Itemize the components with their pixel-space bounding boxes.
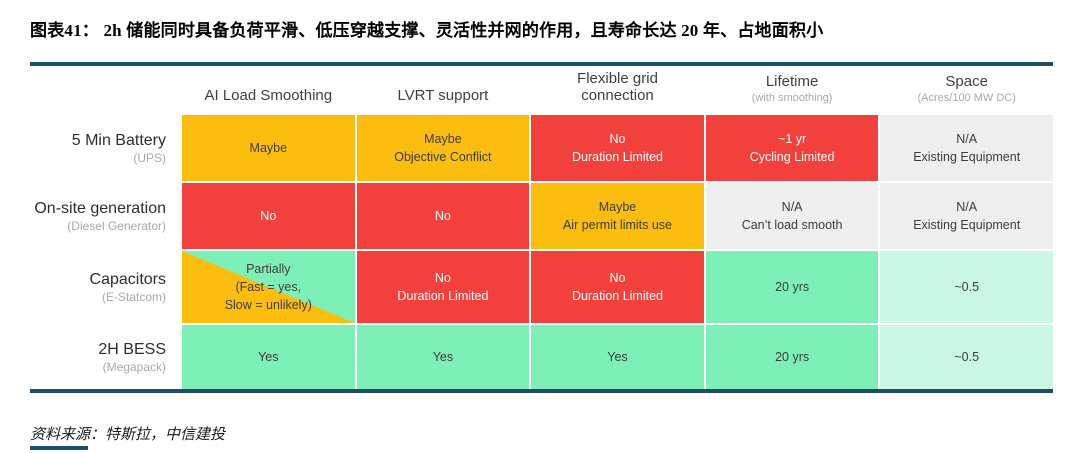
table-cell: No	[356, 183, 530, 249]
table-cell: Maybe Objective Conflict	[356, 115, 530, 181]
comparison-table: AI Load Smoothing LVRT support Flexible gr…	[30, 62, 1053, 393]
row-header: On-site generation (Diesel Generator)	[30, 183, 180, 249]
table-cell: No Duration Limited	[531, 251, 704, 323]
table-cell-line: No	[434, 270, 451, 285]
table-cell-line: Existing Equipment	[913, 218, 1021, 232]
table-cell: Maybe	[182, 115, 355, 181]
table-cell: ~1 yr Cycling Limited	[705, 115, 879, 181]
column-header-sublabel: (with smoothing)	[751, 92, 833, 104]
row-header-sublabel: (UPS)	[133, 151, 166, 166]
column-header: Flexible grid connection	[531, 66, 704, 113]
table-cell-line: No	[260, 208, 277, 223]
table-cell-line: Partially	[246, 261, 291, 276]
column-header-label: Lifetime	[765, 72, 819, 90]
table-cell-line: N/A	[956, 199, 978, 214]
table-cell: Yes	[182, 325, 355, 389]
row-header-label: On-site generation	[34, 199, 166, 217]
table-cell-line: Cycling Limited	[749, 150, 835, 164]
table-cell-line: Existing Equipment	[913, 150, 1021, 164]
table-grid: AI Load Smoothing LVRT support Flexible gr…	[30, 66, 1053, 389]
table-cell-line: Slow = unlikely)	[224, 298, 312, 313]
table-cell-line: (Fast = yes,	[235, 279, 302, 294]
table-cell: Yes	[356, 325, 530, 389]
table-cell-line: Yes	[258, 349, 279, 364]
column-header-sublabel: (Acres/100 MW DC)	[917, 92, 1016, 104]
source-note: 资料来源：特斯拉，中信建投	[30, 427, 226, 443]
table-cell: No Duration Limited	[356, 251, 530, 323]
table-cell: N/A Can’t load smooth	[705, 183, 879, 249]
table-cell-line: N/A	[781, 199, 803, 214]
table-cell-line: Air permit limits use	[562, 218, 673, 232]
row-header-label: 2H BESS	[98, 340, 166, 358]
table-cell-line: ~1 yr	[778, 131, 807, 146]
table-cell-line: Duration Limited	[571, 289, 663, 303]
table-cell-line: Duration Limited	[397, 289, 489, 303]
table-cell: ~0.5	[880, 325, 1053, 389]
table-cell-line: Duration Limited	[571, 150, 663, 164]
table-cell-line: No	[434, 208, 451, 223]
table-cell: No	[182, 183, 355, 249]
row-header-label: Capacitors	[89, 270, 166, 288]
row-header: 2H BESS (Megapack)	[30, 325, 180, 389]
table-cell-line: Objective Conflict	[394, 150, 492, 164]
table-cell-line: Yes	[432, 349, 454, 364]
table-cell: Partially (Fast = yes, Slow = unlikely)	[182, 251, 355, 323]
table-cell: N/A Existing Equipment	[880, 115, 1053, 181]
column-header-label: LVRT support	[397, 86, 489, 104]
row-header-sublabel: (Megapack)	[102, 360, 166, 375]
table-cell: ~0.5	[880, 251, 1053, 323]
table-cell: Yes	[531, 325, 704, 389]
table-cell-line: Maybe	[424, 131, 462, 146]
row-header-label: 5 Min Battery	[71, 131, 166, 149]
column-header-label: AI Load Smoothing	[204, 86, 333, 104]
table-cell: No Duration Limited	[531, 115, 704, 181]
table-cell: N/A Existing Equipment	[880, 183, 1053, 249]
table-cell-line: 20 yrs	[775, 279, 810, 294]
column-header: AI Load Smoothing	[182, 66, 355, 113]
table-cell-line: Yes	[607, 349, 628, 364]
footer-accent-bar	[30, 446, 88, 450]
column-header: Space (Acres/100 MW DC)	[880, 66, 1053, 113]
table-cell-line: Maybe	[249, 140, 288, 155]
table-cell-line: No	[609, 131, 626, 146]
table-cell: Maybe Air permit limits use	[531, 183, 704, 249]
table-cell-line: ~0.5	[954, 279, 980, 294]
column-header: Lifetime (with smoothing)	[705, 66, 879, 113]
table-cell-line: No	[609, 270, 626, 285]
column-header: LVRT support	[356, 66, 530, 113]
column-header-label: Flexible grid connection	[577, 69, 658, 104]
table-cell-line: N/A	[956, 131, 978, 146]
row-header: 5 Min Battery (UPS)	[30, 115, 180, 181]
table-cell-line: Can’t load smooth	[741, 218, 843, 232]
table-cell-line: Maybe	[598, 199, 637, 214]
row-header: Capacitors (E-Statcom)	[30, 251, 180, 323]
row-header-sublabel: (Diesel Generator)	[67, 219, 166, 234]
table-cell-line: ~0.5	[954, 349, 980, 364]
column-header-label: Space	[945, 72, 988, 90]
row-header-sublabel: (E-Statcom)	[101, 290, 166, 305]
figure-title: 图表41： 2h 储能同时具备负荷平滑、低压穿越支撑、灵活性并网的作用，且寿命长…	[30, 21, 824, 40]
table-cell-line: 20 yrs	[775, 349, 810, 364]
table-corner	[30, 66, 180, 113]
table-cell: 20 yrs	[705, 325, 879, 389]
table-cell: 20 yrs	[705, 251, 879, 323]
